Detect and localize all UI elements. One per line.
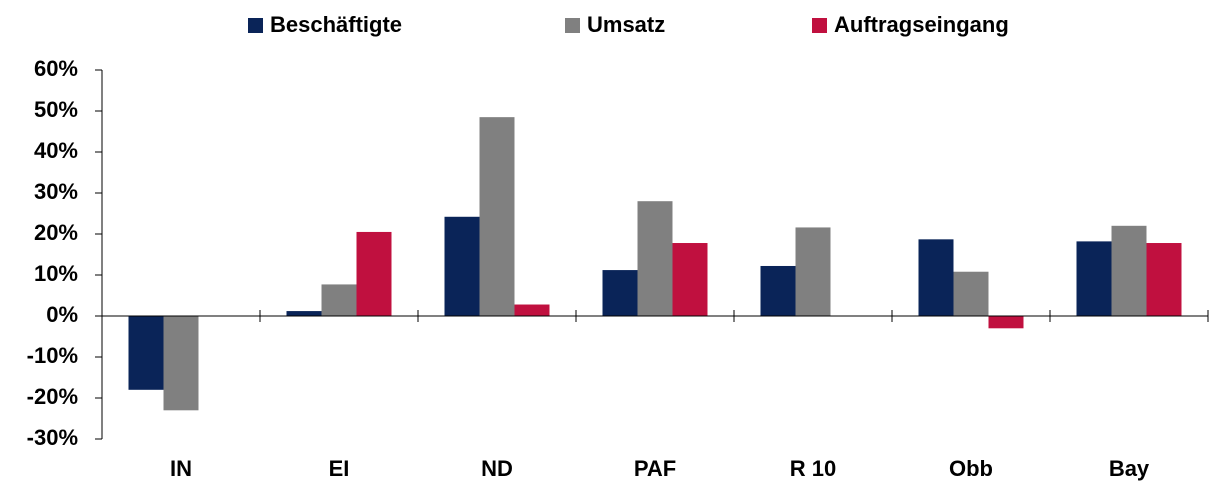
bar: [1111, 225, 1147, 316]
bar: [988, 316, 1024, 329]
bar: [953, 271, 989, 316]
y-tick-label: 20%: [34, 220, 78, 245]
x-tick-label: R 10: [790, 456, 836, 481]
y-tick-label: 30%: [34, 179, 78, 204]
y-tick-label: 0%: [46, 302, 78, 327]
x-tick-label: PAF: [634, 456, 676, 481]
bar: [602, 270, 638, 316]
bar: [672, 243, 708, 316]
y-tick-label: -20%: [27, 384, 78, 409]
bar: [514, 304, 550, 316]
bar: [444, 216, 480, 316]
bar: [479, 117, 515, 317]
bar: [918, 239, 954, 316]
y-tick-label: 50%: [34, 97, 78, 122]
legend-label: Auftragseingang: [834, 12, 1009, 37]
legend-swatch: [248, 18, 263, 33]
legend-label: Beschäftigte: [270, 12, 402, 37]
bar: [795, 227, 831, 316]
y-tick-label: 40%: [34, 138, 78, 163]
bar: [321, 284, 357, 316]
legend-swatch: [565, 18, 580, 33]
bar: [286, 311, 322, 316]
x-tick-label: IN: [170, 456, 192, 481]
x-tick-label: EI: [329, 456, 350, 481]
y-tick-label: -10%: [27, 343, 78, 368]
bar: [637, 201, 673, 316]
y-tick-label: 60%: [34, 56, 78, 81]
x-tick-label: Obb: [949, 456, 993, 481]
bar: [163, 316, 199, 411]
bar: [356, 231, 392, 316]
bar: [1076, 241, 1112, 316]
x-tick-label: Bay: [1109, 456, 1150, 481]
x-tick-label: ND: [481, 456, 513, 481]
y-tick-label: -30%: [27, 425, 78, 450]
bar: [760, 265, 796, 316]
y-tick-label: 10%: [34, 261, 78, 286]
bar: [1146, 243, 1182, 316]
legend-swatch: [812, 18, 827, 33]
legend-label: Umsatz: [587, 12, 665, 37]
bar: [128, 316, 164, 390]
